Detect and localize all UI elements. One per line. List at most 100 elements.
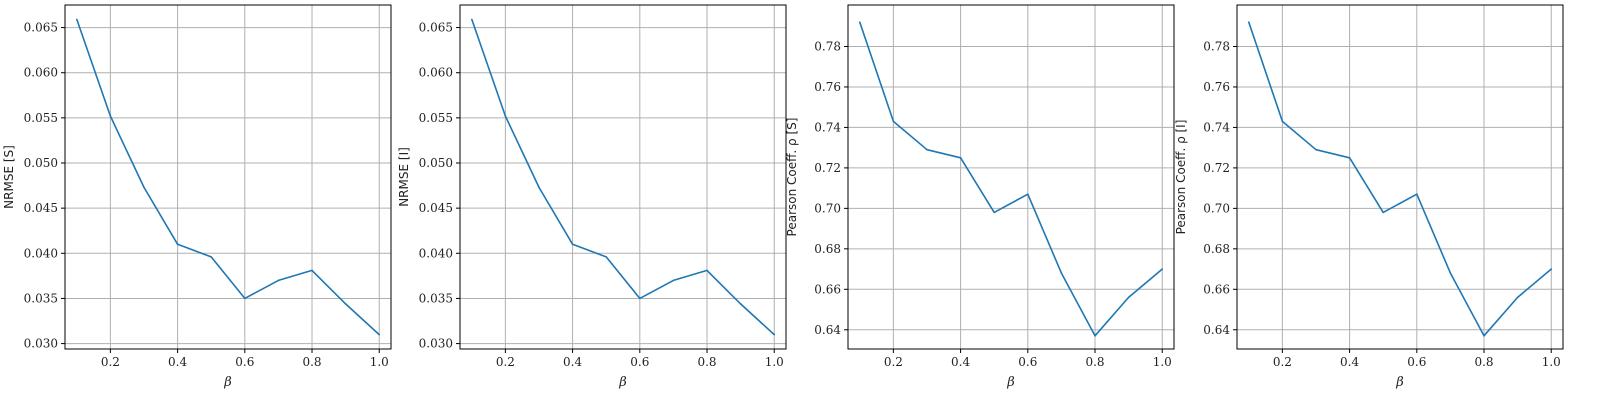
y-tick-label: 0.76 (814, 80, 841, 94)
data-point (739, 303, 742, 305)
y-tick-label: 0.64 (1203, 323, 1230, 337)
x-tick-label: 0.8 (1085, 355, 1104, 369)
x-tick-label: 1.0 (1542, 355, 1561, 369)
chart-panel-4: 0.2 0.4 0.6 0.8 1.0 0.64 0.66 0.68 0.70 0.72 0.74 0… (1174, 4, 1564, 390)
data-point (1127, 296, 1130, 299)
data-point (344, 303, 347, 305)
x-tick-label: 0.6 (235, 355, 254, 369)
series-line (76, 19, 380, 336)
y-tick-label: 0.065 (24, 21, 58, 35)
x-tick-label: 1.0 (1153, 355, 1172, 369)
y-tick-label: 0.66 (1203, 282, 1230, 296)
x-tick-label: 0.2 (496, 355, 515, 369)
data-point (1550, 268, 1552, 270)
data-point (471, 18, 473, 21)
x-axis-label: β (223, 375, 232, 390)
y-tick-label: 0.74 (814, 120, 841, 134)
axes-frame (64, 4, 392, 350)
chart-panel-3: 0.2 0.4 0.6 0.8 1.0 0.64 0.66 0.68 0.70 0.72 0.74 0… (785, 4, 1175, 390)
y-tick-label: 0.050 (24, 156, 58, 170)
chart-panel-1: 0.2 0.4 0.6 0.8 1.0 0.030 0.035 0.040 0.045 0.050… (2, 4, 392, 390)
y-tick-label: 0.040 (24, 246, 58, 260)
data-point (1281, 120, 1284, 123)
x-axis-label: β (1006, 375, 1015, 390)
y-tick-label: 0.70 (1203, 201, 1230, 215)
y-tick-label: 0.050 (419, 156, 453, 170)
y-tick-label: 0.66 (814, 282, 841, 296)
data-point (244, 297, 246, 300)
y-tick-label: 0.055 (24, 111, 58, 125)
data-point (1094, 335, 1096, 337)
y-tick-label: 0.64 (814, 323, 841, 337)
data-point (859, 21, 861, 24)
y-tick-label: 0.72 (1203, 161, 1230, 175)
series-line (1248, 21, 1552, 337)
data-point (672, 279, 675, 282)
x-tick-label: 1.0 (370, 355, 389, 369)
data-point (571, 243, 574, 246)
x-tick-label: 0.4 (168, 355, 187, 369)
y-tick-label: 0.045 (24, 201, 58, 215)
data-point (378, 333, 381, 336)
data-point (176, 243, 179, 246)
y-tick-label: 0.68 (814, 242, 841, 256)
data-point (1449, 272, 1452, 274)
x-tick-label: 0.8 (302, 355, 321, 369)
y-axis-label: NRMSE [I] (397, 147, 411, 207)
data-point (1161, 268, 1163, 270)
data-point (773, 333, 775, 336)
x-tick-label: 0.4 (951, 355, 970, 369)
y-tick-label: 0.72 (814, 161, 841, 175)
axes-frame (459, 4, 787, 350)
x-tick-label: 0.2 (884, 355, 903, 369)
data-point (892, 120, 895, 123)
data-point (109, 115, 112, 117)
series-line (471, 19, 775, 336)
data-point (1248, 21, 1250, 24)
x-axis-label: β (618, 375, 627, 390)
y-tick-label: 0.060 (419, 66, 453, 80)
x-tick-label: 0.2 (1273, 355, 1292, 369)
y-tick-label: 0.74 (1203, 120, 1230, 134)
data-point (504, 115, 507, 117)
x-tick-label: 0.4 (1340, 355, 1359, 369)
data-point (926, 148, 928, 151)
y-tick-label: 0.76 (1203, 80, 1230, 94)
y-tick-label: 0.045 (419, 201, 453, 215)
x-tick-label: 0.6 (1407, 355, 1426, 369)
data-point (1416, 193, 1418, 195)
y-tick-label: 0.065 (419, 21, 453, 35)
data-point (639, 297, 641, 300)
data-point (1382, 211, 1384, 214)
x-tick-label: 0.6 (630, 355, 649, 369)
chart-panel-2: 0.2 0.4 0.6 0.8 1.0 0.030 0.035 0.040 0.045 0.050… (397, 4, 787, 390)
x-tick-label: 0.6 (1018, 355, 1037, 369)
y-tick-label: 0.035 (24, 291, 58, 305)
data-point (76, 18, 78, 21)
data-point (1315, 148, 1317, 151)
data-point (538, 186, 540, 189)
axes-frame (847, 4, 1175, 350)
data-point (143, 186, 145, 189)
y-tick-label: 0.78 (814, 39, 841, 53)
data-point (1027, 193, 1029, 195)
y-tick-label: 0.68 (1203, 242, 1230, 256)
data-point (1060, 272, 1063, 274)
y-tick-label: 0.055 (419, 111, 453, 125)
y-axis-label: Pearson Coeff. ρ [I] (1174, 120, 1188, 235)
x-tick-label: 0.2 (101, 355, 120, 369)
x-tick-label: 0.8 (1474, 355, 1493, 369)
y-tick-label: 0.70 (814, 201, 841, 215)
data-point (311, 269, 313, 272)
x-tick-label: 1.0 (765, 355, 784, 369)
data-point (277, 279, 280, 282)
data-point (1483, 335, 1485, 337)
x-axis-label: β (1395, 375, 1404, 390)
axes-frame (1236, 4, 1564, 350)
y-axis-label: Pearson Coeff. ρ [S] (785, 118, 799, 237)
data-point (993, 211, 995, 214)
series-line (859, 21, 1163, 337)
data-point (210, 256, 212, 258)
